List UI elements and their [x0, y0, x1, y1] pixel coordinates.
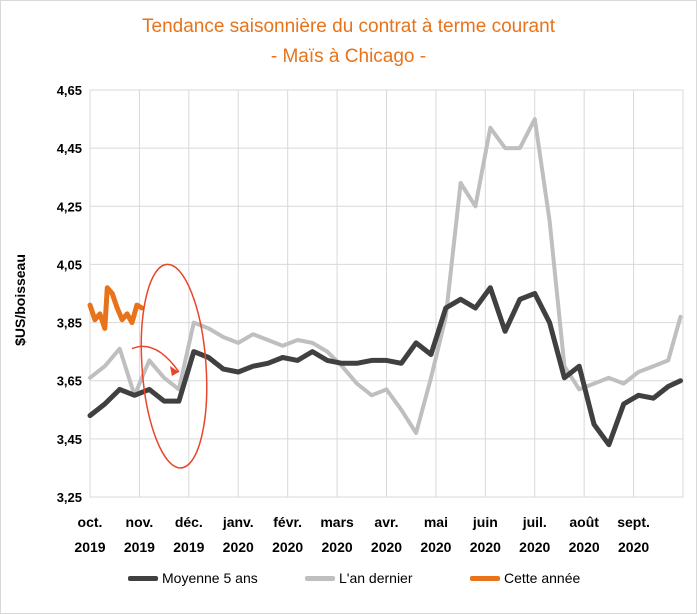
legend-swatch — [470, 575, 500, 581]
y-tick-label: 4,65 — [57, 83, 82, 98]
x-tick-label-year: 2019 — [74, 539, 105, 555]
x-tick-label-month: déc. — [175, 514, 203, 530]
x-tick-labels: oct. 2019 nov. 2019 déc. 2019 janv. 2020 févr. 20… — [74, 514, 650, 555]
series-line-0 — [87, 285, 683, 448]
x-tick-label-month: sept. — [617, 514, 650, 530]
trend-arrow-head — [169, 365, 179, 376]
y-tick-label: 3,85 — [57, 316, 82, 331]
x-tick-label-month: juil. — [522, 514, 547, 530]
x-tick-label-year: 2020 — [322, 539, 353, 555]
chart-subtitle: - Maïs à Chicago - — [270, 46, 427, 67]
annotations — [131, 263, 208, 469]
x-tick-label-month: juin — [472, 514, 498, 530]
y-tick-label: 3,25 — [57, 490, 82, 505]
legend-label: Cette année — [504, 570, 581, 586]
x-tick-label-year: 2020 — [569, 539, 600, 555]
series-lines — [87, 117, 683, 448]
x-tick-label-year: 2020 — [420, 539, 451, 555]
series-line-1 — [88, 117, 683, 435]
trend-arrow — [131, 345, 180, 373]
x-tick-label-year: 2020 — [223, 539, 254, 555]
y-tick-label: 4,05 — [57, 257, 82, 272]
x-tick-label-year: 2019 — [124, 539, 155, 555]
grid-lines — [89, 89, 684, 498]
x-tick-label-year: 2020 — [272, 539, 303, 555]
x-tick-label-month: oct. — [78, 514, 103, 530]
x-tick-label-year: 2020 — [519, 539, 550, 555]
x-tick-label-month: févr. — [273, 514, 302, 530]
x-tick-label-year: 2020 — [618, 539, 649, 555]
y-tick-label: 3,45 — [57, 432, 82, 447]
x-tick-label-year: 2019 — [173, 539, 204, 555]
x-tick-label-month: nov. — [126, 514, 154, 530]
x-tick-label-month: janv. — [222, 514, 254, 530]
x-tick-label-month: mai — [424, 514, 448, 530]
legend-swatch — [128, 575, 158, 581]
x-tick-label-month: avr. — [374, 514, 398, 530]
x-tick-label-month: août — [569, 514, 599, 530]
legend-item: Cette année — [470, 570, 580, 586]
x-tick-label-year: 2020 — [470, 539, 501, 555]
legend-item: L'an dernier — [305, 570, 413, 586]
y-tick-label: 4,45 — [57, 141, 82, 156]
y-tick-label: 3,65 — [57, 374, 82, 389]
legend: Moyenne 5 ans L'an dernier Cette année — [0, 570, 697, 590]
legend-label: L'an dernier — [339, 570, 413, 586]
legend-label: Moyenne 5 ans — [162, 570, 258, 586]
x-tick-label-month: mars — [320, 514, 354, 530]
y-tick-labels: 4,65 4,45 4,25 4,05 3,85 3,65 3,45 3,25 — [57, 83, 82, 505]
y-tick-label: 4,25 — [57, 199, 82, 214]
legend-swatch — [305, 575, 335, 581]
series-line-2 — [87, 285, 145, 331]
legend-item: Moyenne 5 ans — [128, 570, 258, 586]
highlight-ellipse — [140, 263, 208, 469]
x-tick-label-year: 2020 — [371, 539, 402, 555]
chart-title: Tendance saisonnière du contrat à terme … — [142, 16, 555, 37]
